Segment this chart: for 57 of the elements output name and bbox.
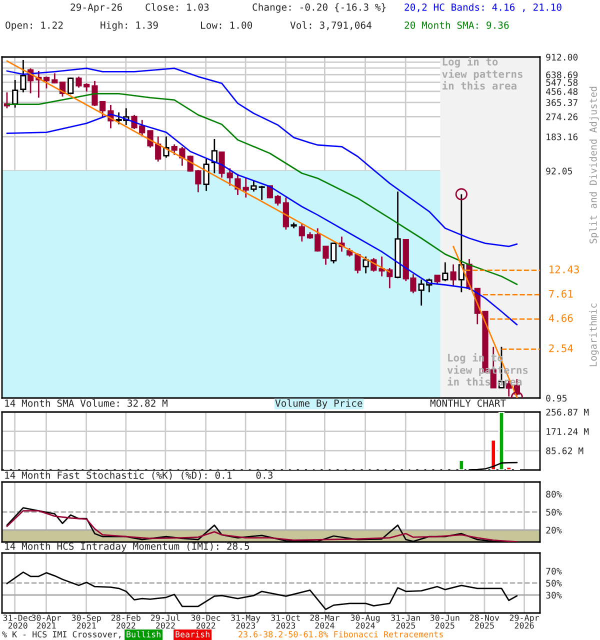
- y-tick-label: 50%: [546, 508, 562, 516]
- text: 23.6-38.2-50-61.8% Fibonacci Retracements: [238, 630, 443, 638]
- text: MONTHLY CHART: [430, 399, 506, 407]
- x-tick-label: 31-May 2023: [231, 614, 260, 629]
- annotation: 12.43: [550, 265, 579, 274]
- text: Open: 1.22: [6, 21, 63, 31]
- y-tick-label: 912.00: [546, 54, 578, 61]
- annotation: 4.66: [548, 314, 573, 322]
- band-label: Volume By Price: [275, 399, 362, 409]
- y-tick-label: 80%: [546, 490, 562, 498]
- text: Bearish: [176, 630, 210, 638]
- y-tick-label: 274.26: [546, 113, 578, 120]
- chart-title: 14 Month HCS Intraday Momentum (IMI): 28.5: [5, 542, 250, 552]
- text: 20 Month SMA: 9.36: [404, 21, 509, 29]
- y-tick-label: 50%: [546, 580, 562, 587]
- y-tick-label: 92.05: [546, 168, 572, 174]
- y-axis-title: Split and Dividend Adjusted: [589, 86, 599, 244]
- y-tick-label: 256.87 M: [546, 408, 589, 416]
- x-tick-label: 30-Jun 2025: [430, 614, 460, 629]
- y-tick-label: 638.69: [546, 71, 578, 78]
- x-tick-label: 29-Jul 2022: [151, 614, 180, 629]
- text: % K - HCS IMI Crossover,: [2, 631, 120, 638]
- y-tick-label: 183.16: [546, 133, 578, 140]
- annotation: 7.61: [549, 290, 573, 298]
- y-tick-label: 547.58: [546, 79, 578, 86]
- text: Low: 1.00: [201, 21, 252, 29]
- y-tick-label: 70%: [546, 568, 562, 575]
- text: Close: 1.03: [146, 3, 209, 11]
- x-tick-label: 31-Jan 2025: [391, 614, 420, 629]
- text: Bullish: [126, 630, 160, 638]
- x-tick-label: 29-Apr 2026: [510, 614, 540, 629]
- y-tick-label: 30%: [546, 592, 562, 599]
- y-tick-label: 85.62 M: [546, 447, 584, 454]
- chart-title: 14 Month Fast Stochastic (%K) (%D): 0.1 0.3: [5, 471, 273, 480]
- x-tick-label: 30-Apr 2021: [32, 614, 61, 629]
- x-tick-label: 31-Dec 2020: [3, 614, 32, 629]
- chart-title: 14 Month SMA Volume: 32.82 M: [5, 399, 168, 407]
- y-tick-label: 20%: [546, 526, 562, 534]
- x-tick-label: 30-Sep 2021: [72, 614, 101, 629]
- text: Logarithmic: [589, 304, 599, 366]
- x-tick-label: 30-Dec 2022: [191, 614, 220, 629]
- x-tick-label: 30-Aug 2024: [350, 614, 380, 629]
- annotation: 2.54: [549, 344, 573, 352]
- y-tick-label: 456.48: [546, 88, 578, 95]
- x-tick-label: 28-Mar 2024: [310, 614, 340, 629]
- text: 29-Apr-26: [70, 3, 122, 13]
- y-tick-label: 171.24 M: [546, 428, 589, 435]
- y-tick-label: 0.95: [546, 394, 567, 402]
- text: 20,2 HC Bands: 4.16 , 21.10: [404, 3, 562, 12]
- x-tick-label: 28-Feb 2022: [111, 614, 140, 629]
- band-label: Log in to view patterns in this area: [442, 56, 522, 90]
- x-tick-label: 28-Nov 2025: [470, 614, 500, 629]
- x-tick-label: 31-Oct 2023: [271, 614, 300, 629]
- text: Change: -0.20 {-16.3 %}: [252, 3, 386, 13]
- text: High: 1.39: [100, 21, 158, 31]
- y-tick-label: 365.37: [546, 99, 578, 106]
- text: Vol: 3,791,064: [290, 21, 372, 30]
